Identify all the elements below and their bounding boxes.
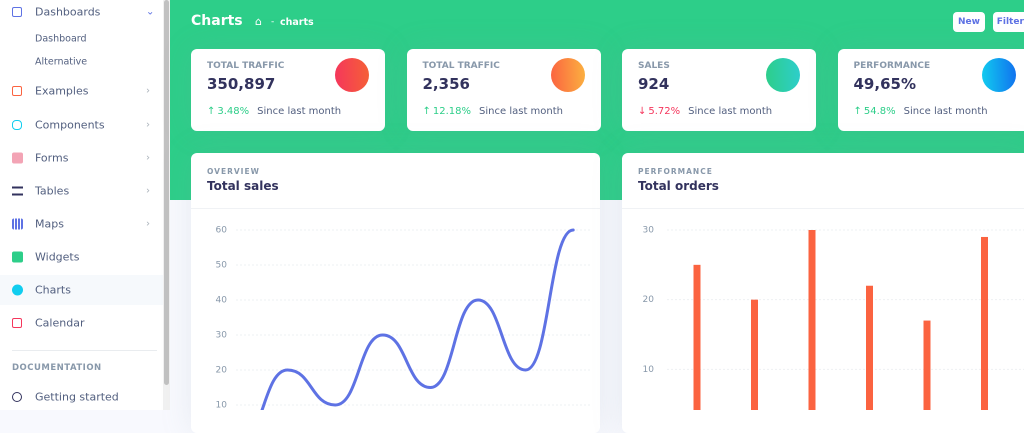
y-tick-label: 60 <box>216 226 228 236</box>
chart: 10 20 30 <box>622 209 1024 410</box>
arrow: ↑ <box>423 106 431 117</box>
button[interactable]: New <box>953 12 985 32</box>
breadcrumb[interactable]: charts <box>280 17 314 28</box>
stat-note: Since last month <box>904 106 988 117</box>
stat-footer: ↑3.48% Since last month <box>207 106 341 117</box>
separator: - <box>271 17 274 27</box>
stat-card: TOTAL TRAFFIC 2,356 ↑12.18% Since last mont… <box>407 49 601 131</box>
bar <box>866 286 873 410</box>
divider <box>12 350 157 351</box>
stat-change: 12.18% <box>433 106 471 117</box>
y-tick-label: 50 <box>216 261 228 271</box>
nav-item[interactable]: Dashboards <box>35 6 100 19</box>
scroll-thumb[interactable] <box>164 0 169 385</box>
stat-footer: ↑12.18% Since last month <box>423 106 564 117</box>
stat-icon <box>982 58 1016 92</box>
y-tick-label: 20 <box>643 295 655 305</box>
stat-note: Since last month <box>479 106 563 117</box>
stat-title: SALES <box>638 61 670 71</box>
icon <box>12 120 22 130</box>
stat-value: 350,897 <box>207 75 275 93</box>
overline: PERFORMANCE <box>638 167 713 176</box>
stat-change: 3.48% <box>217 106 249 117</box>
chart: 10 20 30 40 50 60 <box>191 209 600 410</box>
bar <box>981 237 988 410</box>
bar <box>694 265 701 410</box>
bar <box>809 230 816 410</box>
stat-title: TOTAL TRAFFIC <box>207 61 284 71</box>
chevron: › <box>146 153 150 164</box>
nav-item[interactable]: Forms <box>35 152 68 165</box>
nav-item[interactable]: Getting started <box>35 391 119 404</box>
icon <box>12 7 22 17</box>
stat-value: 49,65% <box>854 75 916 93</box>
arrow: ↓ <box>638 106 646 117</box>
stat-title: PERFORMANCE <box>854 61 931 71</box>
stat-footer: ↑54.8% Since last month <box>854 106 988 117</box>
button[interactable]: Filters <box>993 12 1024 32</box>
arrow: ↑ <box>207 106 215 117</box>
chevron: ⌄ <box>146 7 154 18</box>
sidebar: Dashboards ⌄ Dashboard Alternative Examp… <box>0 0 163 410</box>
y-tick-label: 10 <box>216 401 228 411</box>
overline: OVERVIEW <box>207 167 260 176</box>
icon <box>12 392 22 402</box>
stat-title: TOTAL TRAFFIC <box>423 61 500 71</box>
nav-sub[interactable]: Dashboard <box>35 34 87 45</box>
icon <box>12 187 23 196</box>
chevron: › <box>146 120 150 131</box>
stat-change: 54.8% <box>864 106 896 117</box>
icon <box>12 219 23 230</box>
icon <box>12 252 23 263</box>
page-title: Charts <box>191 13 243 29</box>
y-tick-label: 20 <box>216 366 228 376</box>
stat-card: PERFORMANCE 49,65% ↑54.8% Since last month <box>838 49 1024 131</box>
nav-item[interactable]: Maps <box>35 218 64 231</box>
chevron: › <box>146 86 150 97</box>
icon <box>12 153 23 164</box>
stat-icon <box>766 58 800 92</box>
stat-note: Since last month <box>688 106 772 117</box>
nav-item[interactable]: Examples <box>35 85 88 98</box>
stat-change: 5.72% <box>648 106 680 117</box>
bar <box>751 300 758 410</box>
stat-value: 924 <box>638 75 669 93</box>
nav-item[interactable]: Components <box>35 119 105 132</box>
nav-sub[interactable]: Alternative <box>35 57 87 68</box>
section-title: DOCUMENTATION <box>12 363 102 373</box>
card-title: Total orders <box>638 179 719 193</box>
stat-note: Since last month <box>257 106 341 117</box>
nav-item[interactable]: Tables <box>35 185 69 198</box>
home-icon[interactable]: ⌂ <box>255 15 262 28</box>
nav-item[interactable]: Calendar <box>35 317 84 330</box>
icon <box>12 285 23 296</box>
line-series <box>240 230 573 410</box>
arrow: ↑ <box>854 106 862 117</box>
bar <box>924 321 931 410</box>
stat-icon <box>551 58 585 92</box>
card-title: Total sales <box>207 179 279 193</box>
stat-value: 2,356 <box>423 75 470 93</box>
stat-card: TOTAL TRAFFIC 350,897 ↑3.48% Since last mon… <box>191 49 385 131</box>
nav-item[interactable]: Charts <box>35 284 71 297</box>
icon <box>12 86 22 96</box>
icon <box>12 318 22 328</box>
nav-item[interactable]: Widgets <box>35 251 79 264</box>
y-tick-label: 30 <box>216 331 228 341</box>
y-tick-label: 30 <box>643 226 655 236</box>
active-row <box>0 275 163 305</box>
page: Dashboards ⌄ Dashboard Alternative Examp… <box>0 0 1024 410</box>
chevron: › <box>146 219 150 230</box>
stat-card: SALES 924 ↓5.72% Since last month <box>622 49 816 131</box>
y-tick-label: 40 <box>216 296 228 306</box>
chevron: › <box>146 186 150 197</box>
scrollbar <box>163 0 170 410</box>
y-tick-label: 10 <box>643 365 655 375</box>
stat-footer: ↓5.72% Since last month <box>638 106 772 117</box>
stat-icon <box>335 58 369 92</box>
